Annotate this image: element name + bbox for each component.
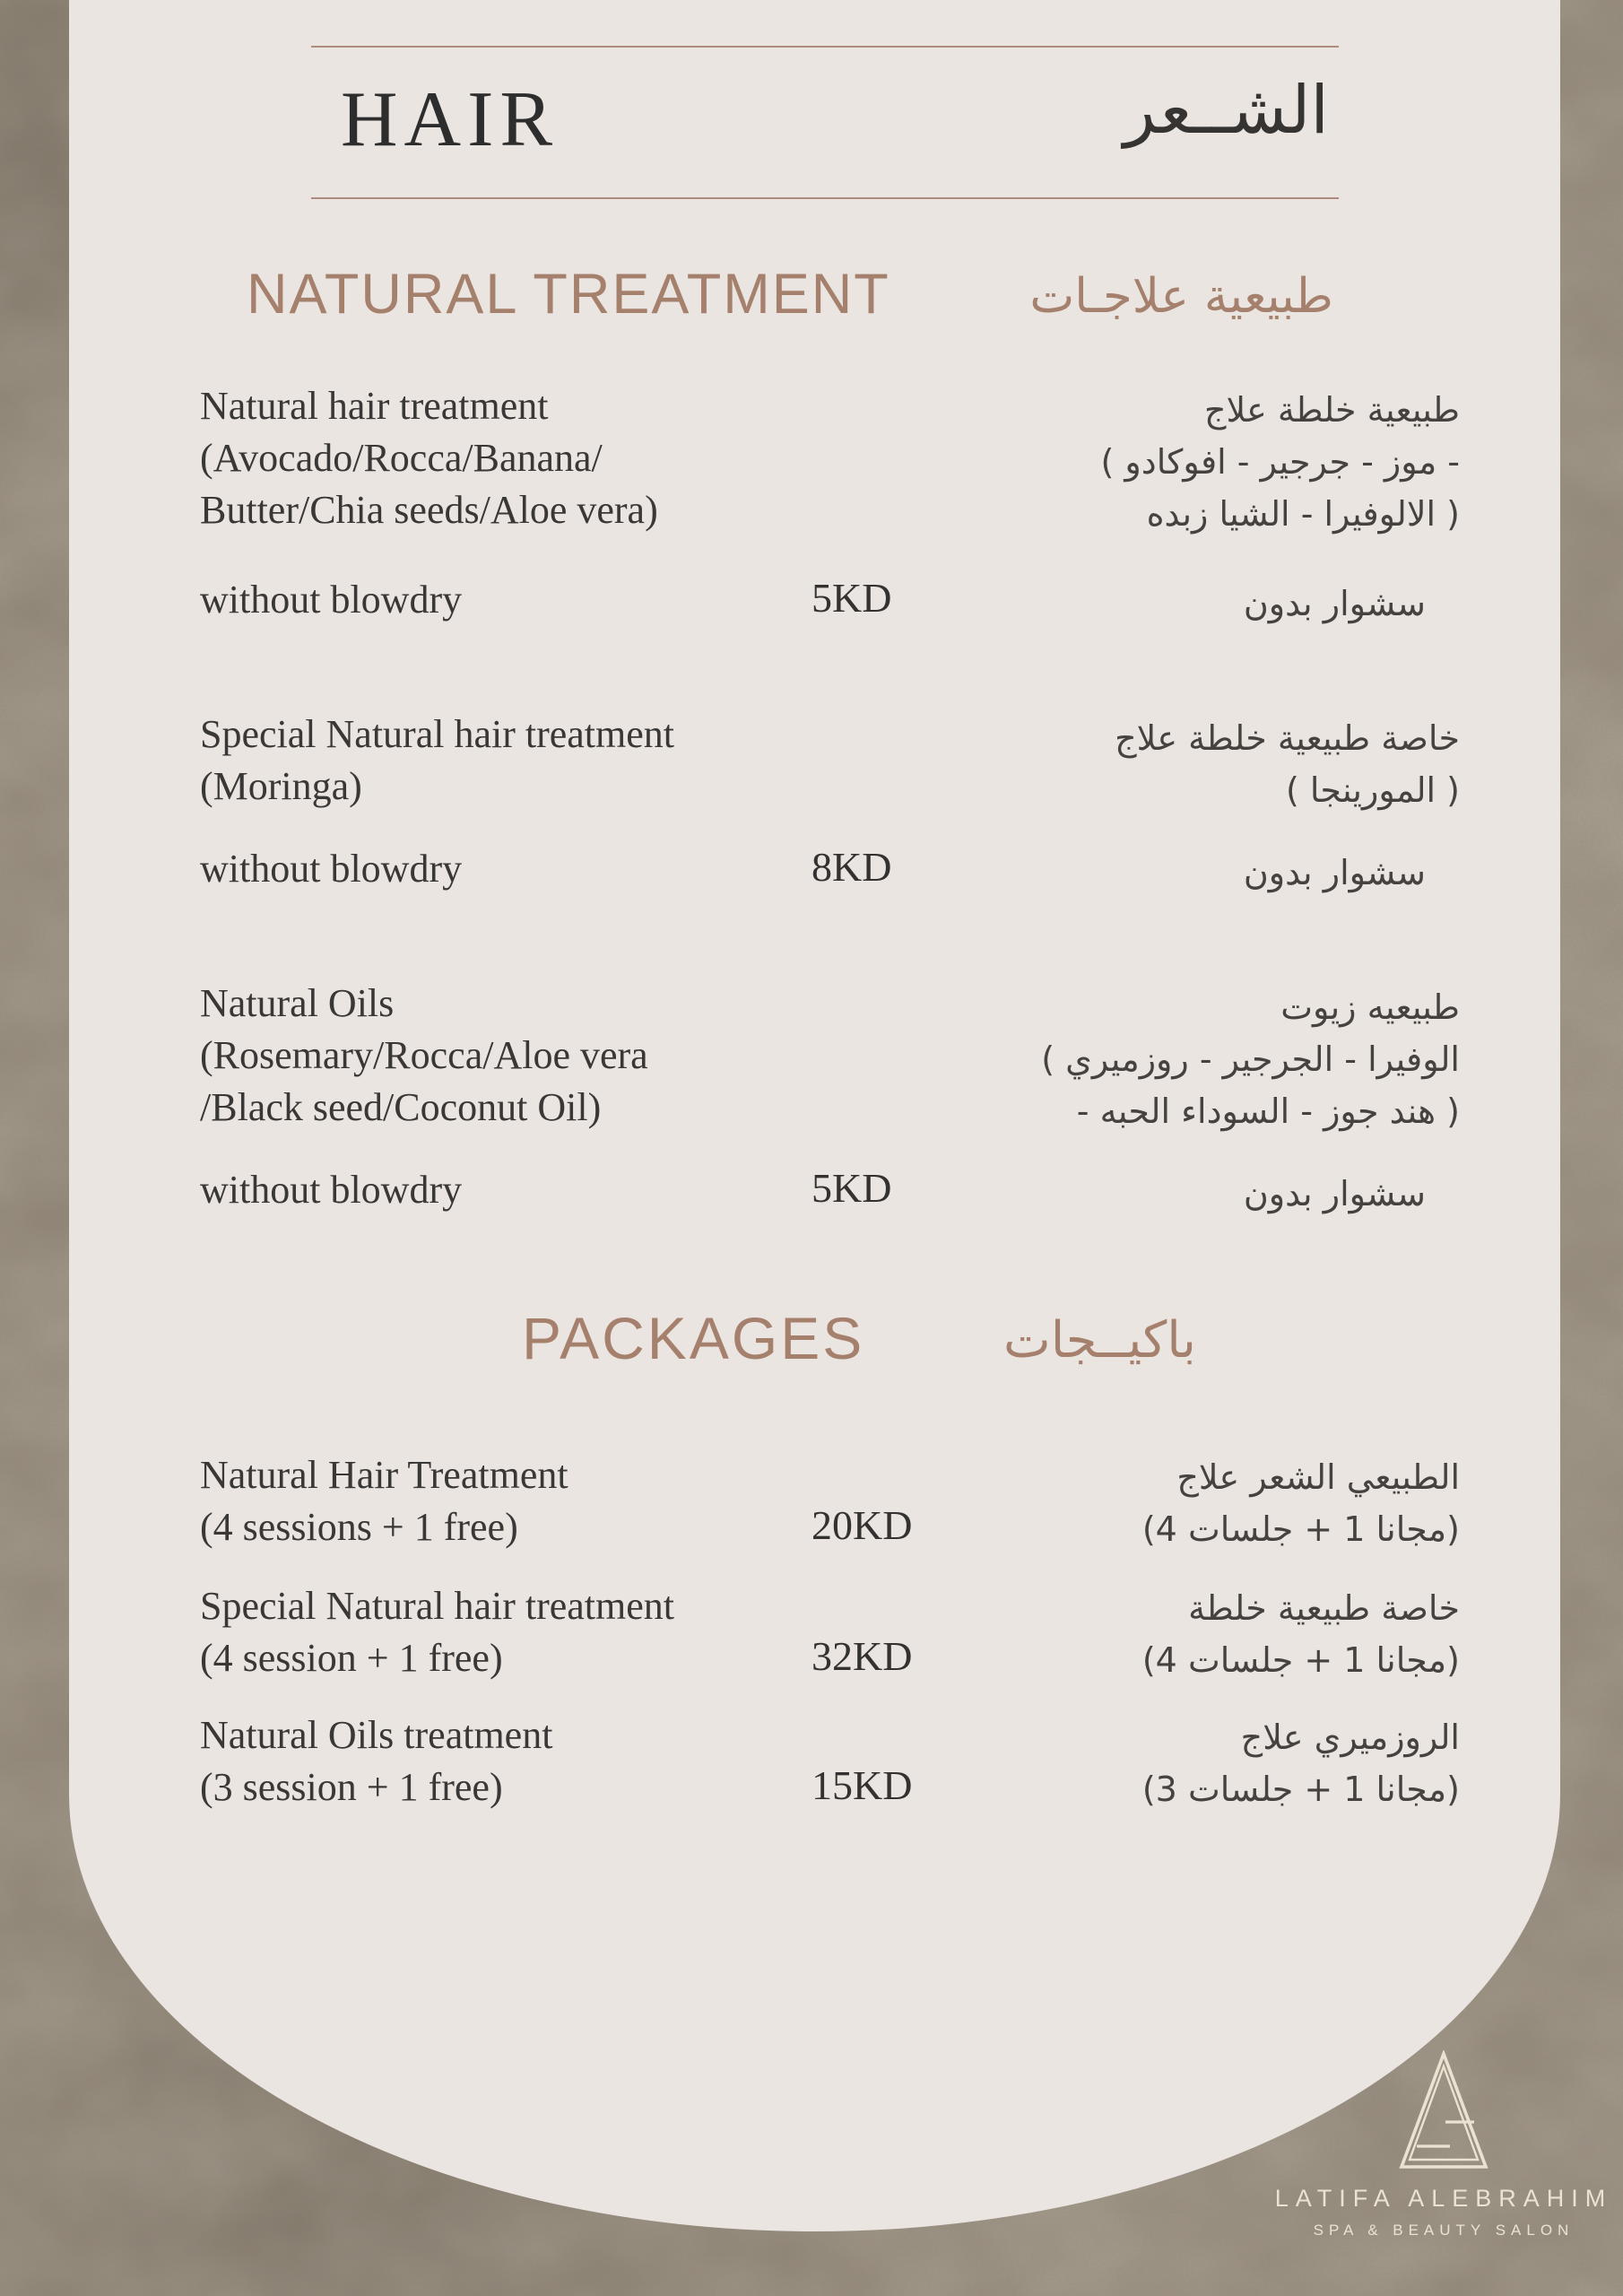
item-name-line-ar: زبده‎ الشيا‎ - الالوفيرا‎ ) — [1146, 494, 1460, 534]
item-name-line: (Avocado/Rocca/Banana/ — [200, 436, 603, 480]
item-option-label-ar: بدون‎ سشوار — [1243, 853, 1426, 892]
item-name-line: Butter/Chia seeds/Aloe vera) — [200, 488, 658, 532]
package-name-line-ar: (3 جلسات‎ + 1 مجانا‎) — [1141, 1770, 1460, 1809]
item-option-label-ar: بدون‎ سشوار — [1243, 584, 1426, 623]
package-name-line-ar: علاج‎ الروزميري — [1240, 1718, 1460, 1757]
item-name-line-ar: ( المورينجا‎ ) — [1285, 770, 1460, 810]
package-name-line-ar: خلطة‎ طبيعية‎ خاصة — [1188, 1588, 1460, 1628]
package-name-line-ar: علاج‎ الشعر‎ الطبيعي — [1176, 1457, 1460, 1497]
item-name-line: (Moringa) — [200, 764, 362, 808]
item-name-line-ar: علاج‎ خلطة‎ طبيعية‎ خاصة — [1115, 718, 1460, 758]
section-packages-heading: PACKAGES — [522, 1305, 865, 1371]
package-name-ar: علاج‎ الشعر‎ الطبيعي (4 جلسات‎ + 1 مجانا… — [1142, 1451, 1460, 1555]
item-name-ar: علاج‎ خلطة‎ طبيعية ( افوكادو‎ - جرجير‎ -… — [1101, 384, 1460, 540]
item-name-line-ar: - الحبه‎ السوداء‎ - جوز‎ هند‎ ) — [1076, 1091, 1460, 1131]
header-divider-bottom — [311, 197, 1339, 199]
page-title: HAIR — [341, 76, 560, 163]
item-name-ar: زيوت‎ طبيعيه ( روزميري‎ - الجرجير‎ - الو… — [1041, 981, 1460, 1137]
item-name-line-ar: زيوت‎ طبيعيه — [1280, 987, 1460, 1027]
item-price: 8KD — [812, 844, 892, 890]
page-title-arabic: الشــعر — [1123, 72, 1329, 149]
item-option-label: without blowdry — [200, 578, 463, 622]
section-natural-treatment-heading: NATURAL TREATMENT — [247, 263, 890, 326]
section-packages-heading-arabic: باكيــجات — [1003, 1311, 1196, 1370]
item-name-ar: علاج‎ خلطة‎ طبيعية‎ خاصة ( المورينجا‎ ) — [1115, 712, 1460, 816]
menu-card: HAIR الشــعر NATURAL TREATMENT علاجـات‎ … — [69, 0, 1560, 2231]
brand-tagline: SPA & BEAUTY SALON — [1313, 2222, 1575, 2239]
package-price: 15KD — [812, 1762, 913, 1808]
item-option-label: without blowdry — [200, 847, 463, 891]
brand-logo: LATIFA ALEBRAHIM SPA & BEAUTY SALON — [1273, 2050, 1614, 2239]
item-name-line: Special Natural hair treatment — [200, 712, 674, 756]
package-name-en: Natural Oils treatment (3 session + 1 fr… — [200, 1709, 552, 1813]
brand-name: LATIFA ALEBRAHIM — [1274, 2185, 1613, 2212]
item-name-en: Natural Oils (Rosemary/Rocca/Aloe vera /… — [200, 978, 648, 1134]
package-name-ar: خلطة‎ طبيعية‎ خاصة (4 جلسات‎ + 1 مجانا‎) — [1142, 1582, 1460, 1686]
package-price: 32KD — [812, 1633, 913, 1679]
item-name-en: Natural hair treatment (Avocado/Rocca/Ba… — [200, 380, 658, 536]
package-name-line-ar: (4 جلسات‎ + 1 مجانا‎) — [1141, 1509, 1460, 1549]
package-name-line: (3 session + 1 free) — [200, 1765, 503, 1809]
item-option-label-ar: بدون‎ سشوار — [1243, 1174, 1426, 1213]
brand-logo-triangle-icon — [1399, 2050, 1488, 2169]
item-name-line-ar: ( افوكادو‎ - جرجير‎ - موز‎ - — [1100, 442, 1460, 482]
item-name-en: Special Natural hair treatment (Moringa) — [200, 709, 674, 813]
package-price: 20KD — [812, 1502, 913, 1548]
package-name-line: (4 sessions + 1 free) — [200, 1505, 518, 1549]
item-name-line: Natural Oils — [200, 981, 395, 1025]
item-name-line: (Rosemary/Rocca/Aloe vera — [200, 1033, 648, 1077]
section-natural-treatment-heading-arabic: علاجـات‎ طبيعية — [1029, 269, 1333, 324]
package-name-line: Natural Hair Treatment — [200, 1453, 568, 1497]
item-option-label: without blowdry — [200, 1168, 463, 1212]
item-name-line: /Black seed/Coconut Oil) — [200, 1085, 602, 1129]
package-name-line-ar: (4 جلسات‎ + 1 مجانا‎) — [1141, 1640, 1460, 1680]
item-price: 5KD — [812, 1165, 892, 1211]
item-name-line-ar: ( روزميري‎ - الجرجير‎ - الوفيرا — [1041, 1039, 1460, 1079]
item-name-line: Natural hair treatment — [200, 384, 549, 428]
item-name-line-ar: علاج‎ خلطة‎ طبيعية — [1203, 390, 1460, 430]
package-name-line: Special Natural hair treatment — [200, 1584, 674, 1628]
header-divider-top — [311, 46, 1339, 48]
package-name-en: Natural Hair Treatment (4 sessions + 1 f… — [200, 1449, 568, 1553]
package-name-line: (4 session + 1 free) — [200, 1636, 503, 1680]
package-name-line: Natural Oils treatment — [200, 1713, 553, 1757]
package-name-ar: علاج‎ الروزميري (3 جلسات‎ + 1 مجانا‎) — [1142, 1711, 1460, 1815]
package-name-en: Special Natural hair treatment (4 sessio… — [200, 1580, 674, 1684]
item-price: 5KD — [812, 575, 892, 621]
